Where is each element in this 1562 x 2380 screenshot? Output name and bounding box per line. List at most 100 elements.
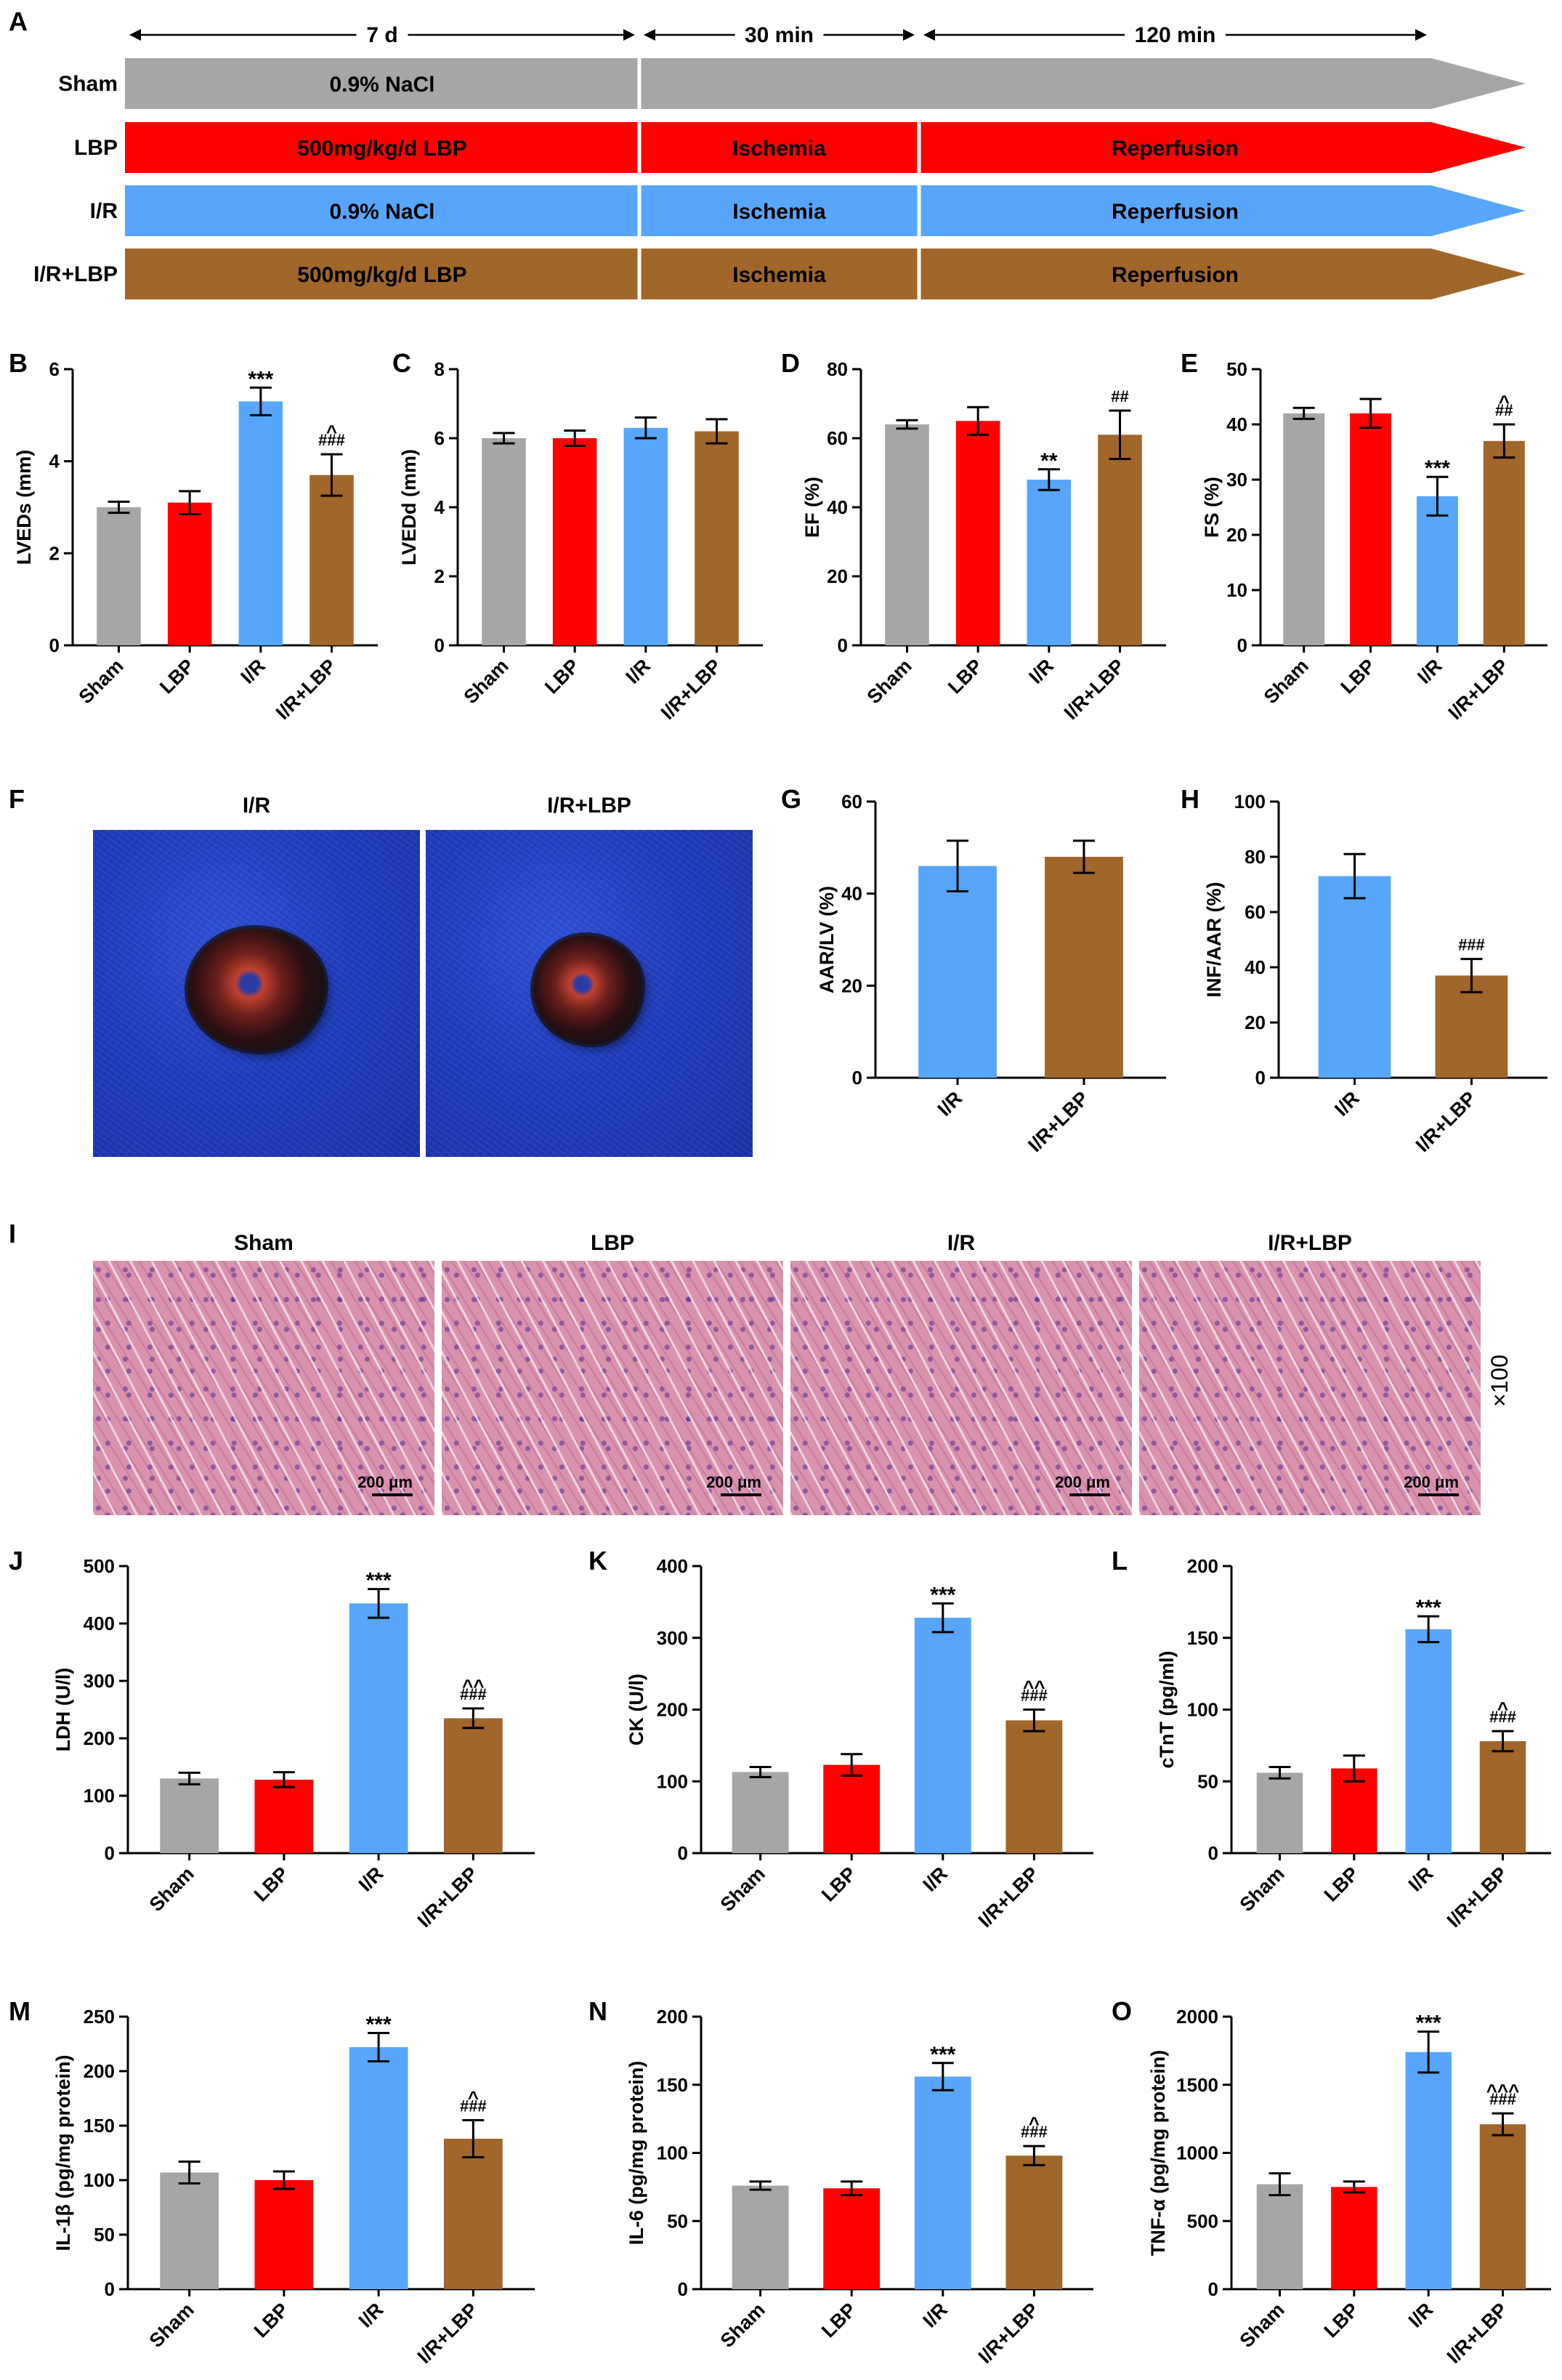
- panel-letter-h: H: [1181, 784, 1199, 814]
- significance-star: ***: [1416, 1596, 1441, 1620]
- bar: [254, 2180, 314, 2289]
- photo-ir-heart-section: [93, 830, 420, 1157]
- significance-hash: ###: [1021, 2123, 1048, 2141]
- cell-label: Ischemia: [732, 200, 826, 224]
- bar: [885, 424, 929, 645]
- y-tick-label: 250: [84, 2006, 115, 2028]
- y-tick-label: 50: [1197, 1770, 1218, 1792]
- y-tick-label: 60: [1245, 901, 1266, 923]
- y-tick-label: 4: [434, 496, 445, 518]
- bar: [1256, 2184, 1303, 2289]
- y-tick-label: 2000: [1176, 2006, 1218, 2028]
- heart-slice: [187, 928, 325, 1052]
- bar: [1318, 876, 1391, 1078]
- x-tick-label: LBP: [1320, 2299, 1363, 2341]
- x-tick-label: I/R: [1404, 1863, 1438, 1896]
- y-tick-label: 0: [105, 1842, 115, 1864]
- x-tick-label: LBP: [250, 2299, 293, 2341]
- timeline-segment: 7 d: [129, 22, 635, 48]
- x-tick-label: I/R: [1404, 2299, 1438, 2332]
- x-tick-label: Sham: [716, 2299, 769, 2352]
- y-tick-label: 60: [827, 427, 848, 449]
- significance-star: ***: [930, 1583, 955, 1607]
- significance-hash: ###: [1489, 2090, 1516, 2108]
- x-tick-label: Sham: [863, 655, 916, 708]
- row-label: I/R: [90, 199, 118, 223]
- chart-l: 0 50 100 150 200 cTnT (pg/ml) Sham LBP I/R *** I/R…: [1156, 1555, 1551, 1932]
- photo-he-sham: 200 μm: [93, 1261, 434, 1515]
- y-tick-label: 60: [841, 791, 862, 812]
- bar: [349, 1603, 408, 1853]
- bar: [1045, 857, 1123, 1078]
- significance-hash: ###: [318, 431, 345, 449]
- chart-h: 0 20 40 60 80 100 INF/AAR (%) I/R I/R+LBP ###: [1203, 791, 1547, 1156]
- significance-caret: ^^: [1023, 1677, 1045, 1698]
- y-tick-label: 8: [434, 358, 445, 380]
- timeline-label-bg: [356, 22, 408, 48]
- bar: [1005, 2155, 1063, 2289]
- photo-he-lbp: 200 μm: [442, 1261, 783, 1515]
- scale-bar-label: 200 μm: [706, 1473, 761, 1491]
- x-tick-label: I/R: [1413, 655, 1446, 688]
- timeline-label: 7 d: [366, 23, 397, 47]
- bar: [443, 1718, 503, 1853]
- y-tick-label: 50: [1226, 358, 1247, 380]
- y-tick-label: 0: [1208, 2278, 1218, 2300]
- significance-caret: ^^: [462, 1675, 484, 1697]
- cell-label: Reperfusion: [1112, 137, 1239, 161]
- scale-bar-label: 200 μm: [1055, 1473, 1110, 1491]
- schematic-row: I/R+LBP 500mg/kg/d LBP Ischemia Reperfusion: [33, 249, 1526, 299]
- timeline-label: 120 min: [1135, 23, 1216, 47]
- significance-hash: ###: [1458, 936, 1485, 954]
- x-tick-label: I/R: [1330, 1087, 1364, 1121]
- y-tick-label: 80: [1245, 846, 1266, 868]
- significance-hash: ###: [460, 1685, 487, 1703]
- x-tick-label: Sham: [75, 655, 128, 708]
- arrow-left-icon: [923, 29, 935, 41]
- chart-d: 0 20 40 60 80 EF (%) Sham LBP I/R ** I/R+LBP ##: [801, 358, 1166, 724]
- x-tick-label: LBP: [1320, 1863, 1363, 1905]
- arrow-right-icon: [903, 29, 915, 41]
- significance-star: ***: [1416, 2012, 1441, 2036]
- panel-letter-i: I: [9, 1219, 16, 1249]
- cell-label: Ischemia: [732, 137, 826, 161]
- chart-b: 0 2 4 6 LVEDs (mm) Sham LBP I/R *** I/R+LBP ###^: [13, 358, 378, 724]
- y-tick-label: 150: [657, 2074, 688, 2096]
- y-tick-label: 6: [434, 427, 445, 449]
- y-tick-label: 0: [49, 634, 60, 656]
- bar: [732, 1772, 789, 1853]
- x-tick-label: I/R+LBP: [657, 655, 726, 724]
- y-tick-label: 0: [1255, 1067, 1266, 1089]
- y-axis-label: TNF-α (pg/mg protein): [1147, 2050, 1169, 2256]
- x-tick-label: I/R+LBP: [974, 2299, 1043, 2368]
- significance-star: ***: [1425, 456, 1450, 480]
- y-tick-label: 300: [657, 1627, 688, 1649]
- x-tick-label: I/R: [1024, 655, 1058, 688]
- panel-letter-n: N: [588, 1996, 607, 2026]
- y-axis-label: cTnT (pg/ml): [1156, 1651, 1178, 1769]
- y-axis-label: AAR/LV (%): [816, 886, 838, 993]
- y-tick-label: 400: [657, 1555, 688, 1577]
- y-tick-label: 200: [657, 2006, 688, 2028]
- x-tick-label: LBP: [250, 1863, 293, 1905]
- arrow-left-icon: [129, 29, 141, 41]
- bar: [914, 2076, 971, 2289]
- bar: [443, 2139, 503, 2289]
- histology-title: Sham: [234, 1231, 294, 1255]
- bar: [1416, 496, 1458, 645]
- scale-bar: 200 μm: [1055, 1473, 1110, 1496]
- bar: [1027, 480, 1072, 645]
- row-label: Sham: [58, 72, 118, 96]
- y-tick-label: 200: [657, 1699, 688, 1721]
- bar: [623, 427, 668, 645]
- x-tick-label: LBP: [817, 2299, 860, 2341]
- x-tick-label: I/R: [918, 1863, 952, 1896]
- y-tick-label: 200: [84, 2060, 115, 2082]
- bar: [914, 1618, 971, 1853]
- bar: [1479, 1740, 1526, 1853]
- y-tick-label: 100: [84, 2169, 115, 2191]
- panel-letter-j: J: [9, 1546, 23, 1576]
- significance-caret: ^: [468, 2087, 479, 2109]
- y-tick-label: 80: [827, 358, 848, 380]
